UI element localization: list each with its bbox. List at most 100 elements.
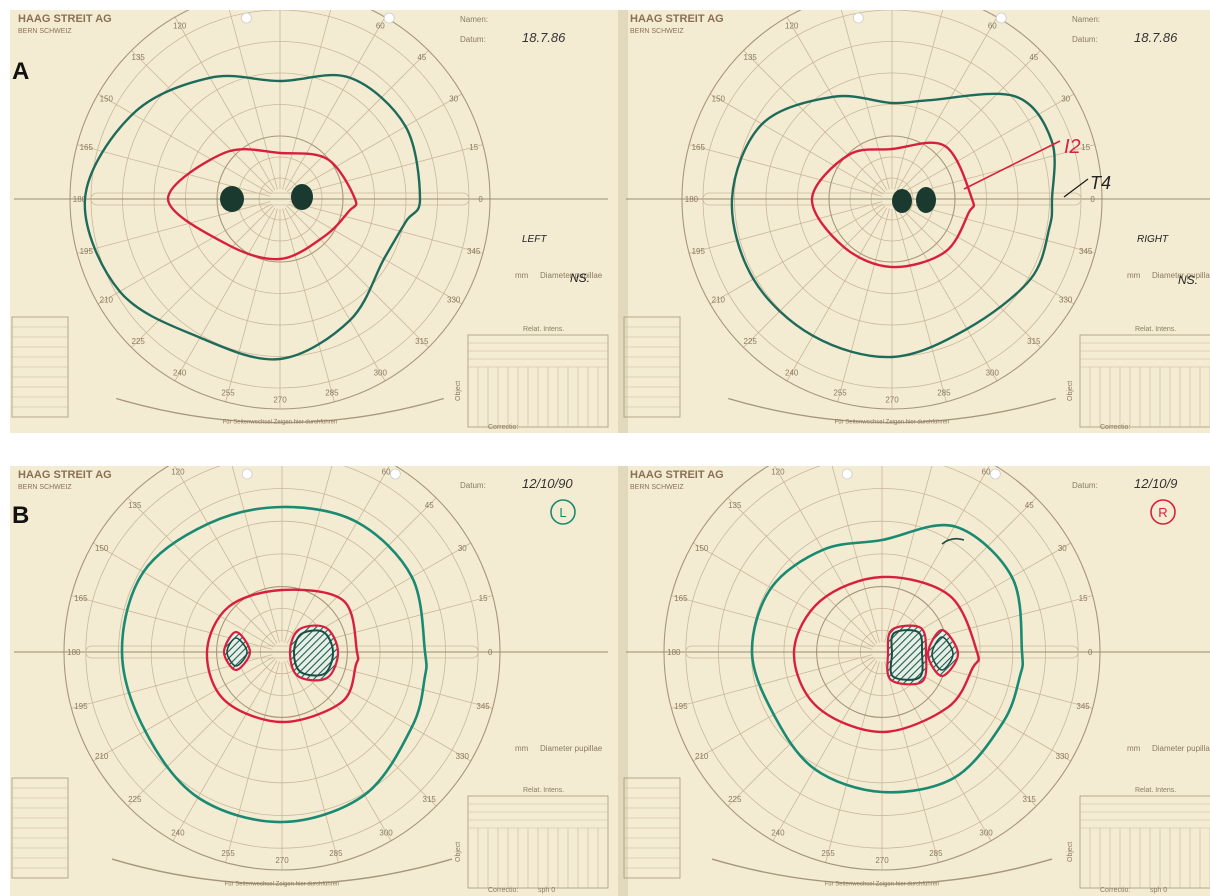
degree-label: 255 [821,849,835,858]
degree-label: 315 [415,337,429,346]
degree-label: 255 [221,849,235,858]
grid-spoke [131,50,274,193]
panel-b: B 180 195 210 225 240 255 270 285 300 315 330 345 0 1… [10,466,1210,896]
foot-arc [728,397,1056,424]
isopter-label-i2: I2 [1064,136,1081,158]
degree-label: 285 [937,389,951,398]
grid-spoke [693,542,874,648]
grid-spoke [284,466,333,643]
grid-spoke [286,205,429,348]
degree-label: 30 [1061,95,1070,104]
grid-spoke [174,466,278,644]
chart-header: HAAG STREIT AG [630,469,724,481]
pupil-unit: mm [1127,744,1141,753]
isopter-inner [792,575,980,734]
grid-spoke [898,205,1041,348]
foot-arc [711,858,1053,885]
chart-subheader: BERN SCHWEIZ [630,484,684,491]
tack-hole [389,468,401,480]
grid-spoke [288,497,437,646]
grid-spoke [901,144,1095,197]
scale-strip [90,192,470,206]
degree-label: 240 [171,828,185,837]
grid-spoke [894,208,947,402]
correction-value: sph 0 [538,887,555,894]
label-leader-t4 [1063,178,1089,198]
isopter-inner [810,141,976,269]
tack-hole [853,12,864,24]
grid-spoke [825,661,880,863]
foot-label: Für Seitenwechsel Zeigen hier durchführe… [825,881,940,887]
grid-spoke [786,16,888,191]
grid-spoke [709,93,884,195]
degree-label: 255 [833,389,847,398]
grid-spoke [901,201,1095,254]
grid-spoke [93,656,274,762]
degree-label: 240 [785,369,799,378]
isopter-outer [750,523,1025,794]
grid-spoke [884,661,939,863]
degree-label: 0 [1088,648,1093,657]
degree-label: 15 [1081,143,1090,152]
blind-spot [291,184,313,210]
grid-spoke [709,203,884,305]
pupil-label: Diameter pupillae [1152,271,1210,280]
degree-label: 60 [982,468,991,477]
degree-label: 120 [171,468,185,477]
chart-header: HAAG STREIT AG [18,13,112,25]
date-label: Datum: [460,481,486,490]
grid-spoke [727,497,876,646]
pupil-unit: mm [515,271,529,280]
date-value: 12/10/90 [522,476,573,491]
chart-right: 180 195 210 225 240 255 270 285 300 315 330 345 0 15 3… [618,10,1210,433]
grid-spoke [900,203,1075,305]
grid-spoke [77,201,271,254]
degree-label: 240 [771,828,785,837]
grid-spoke [671,654,873,709]
grid-spoke [286,50,429,193]
degree-label: 345 [1079,247,1093,256]
rel-intens-label: Relat. Intens. [523,326,564,333]
grid-spoke [898,50,1041,193]
degree-label: 270 [275,856,289,865]
degree-label: 0 [1090,195,1095,204]
grid-spoke [671,595,873,650]
grid-spoke [284,207,386,382]
name-label: Namen: [460,15,488,24]
panel-a: A 180 195 210 225 240 255 270 285 300 315 330 345 0 1… [10,10,1210,433]
degree-label: 150 [95,544,109,553]
chart-header: HAAG STREIT AG [630,13,724,25]
rel-intens-label: Relat. Intens. [1135,787,1176,794]
degree-label: 300 [379,828,393,837]
degree-label: 240 [173,369,187,378]
rel-intens-table [1079,795,1210,889]
grid-spoke [127,658,276,807]
degree-label: 165 [80,143,94,152]
foot-arc [116,397,444,424]
degree-label: 285 [325,389,339,398]
degree-label: 300 [986,369,1000,378]
rel-intens-table [1079,334,1210,428]
degree-label: 135 [744,53,758,62]
degree-label: 30 [1058,544,1067,553]
degree-label: 330 [456,752,470,761]
isopter-inner [166,147,358,261]
grid-spoke [289,144,483,197]
correction-value: sph 0 [1150,887,1167,894]
degree-label: 195 [80,247,94,256]
grid-spoke [282,10,332,190]
grid-spoke [284,661,339,863]
degree-label: 180 [685,195,699,204]
grid-spoke [884,466,933,643]
degree-label: 150 [100,95,114,104]
grid-spoke [174,207,276,382]
degree-label: 15 [1079,594,1088,603]
grid-spoke [888,497,1037,646]
foot-label: Für Seitenwechsel Zeigen hier durchführe… [225,881,340,887]
isopter-outer [120,505,428,824]
grid-spoke [93,542,274,648]
blind-spot [916,187,936,213]
degree-label: 345 [476,702,490,711]
grid-spoke [896,207,998,382]
grid-spoke [900,93,1075,195]
